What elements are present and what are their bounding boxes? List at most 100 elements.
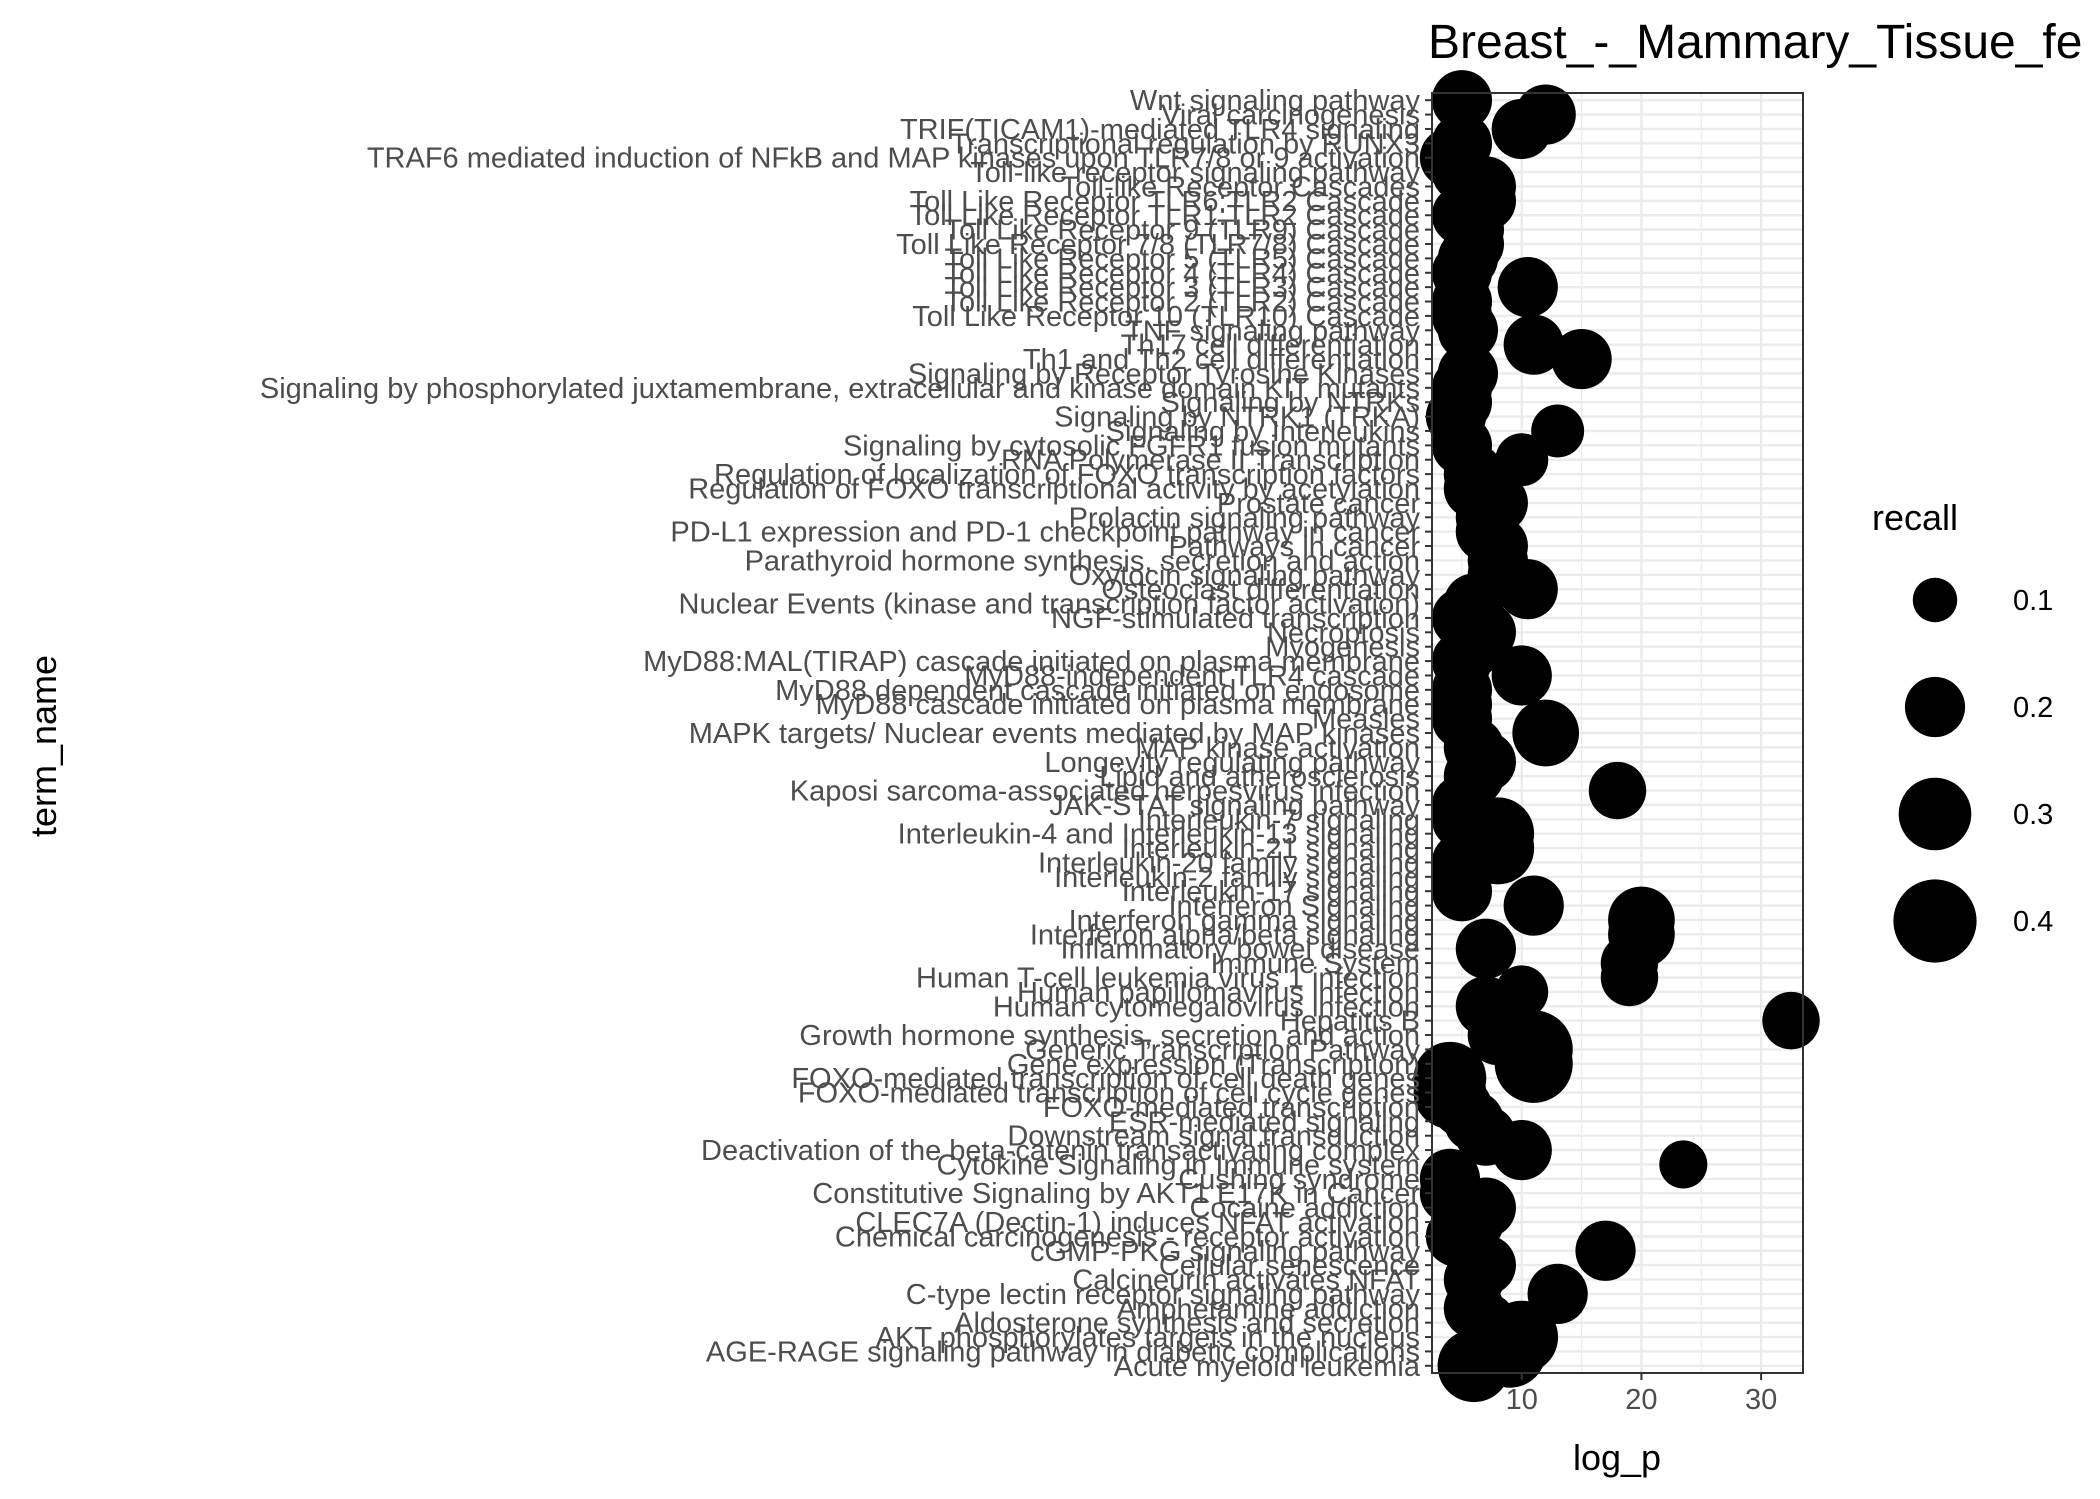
- y-tick-label: Toll-like Receptor Cascades: [1061, 171, 1420, 203]
- y-tick-label: Toll Like Receptor 9 (TLR9) Cascade: [945, 215, 1420, 247]
- y-tick-label: Generic Transcription Pathway: [1025, 1034, 1420, 1066]
- data-point: [1515, 84, 1576, 145]
- y-tick-label: Toll Like Receptor 4 (TLR4) Cascade: [945, 258, 1420, 290]
- y-tick-label: Interleukin-21 signaling: [1122, 833, 1420, 865]
- y-tick-label: FOXO-mediated transcription: [1043, 1092, 1420, 1124]
- y-tick-label: Regulation of localization of FOXO trans…: [714, 459, 1420, 491]
- y-tick-label: TRIF(TICAM1)-mediated TLR4 signaling: [900, 114, 1420, 146]
- data-point: [1762, 991, 1820, 1050]
- y-tick-label: NGF-stimulated transcription: [1051, 603, 1420, 635]
- y-tick-label: AKT phosphorylates targets in the nucleu…: [876, 1322, 1420, 1354]
- data-point: [1503, 875, 1564, 936]
- y-tick-label: JAK-STAT signaling pathway: [1049, 790, 1420, 822]
- y-tick-label: TRAF6 mediated induction of NFkB and MAP…: [367, 143, 1420, 175]
- y-tick-label: Interferon Signaling: [1169, 891, 1421, 923]
- y-tick-label: FOXO-mediated transcription of cell deat…: [791, 1063, 1420, 1095]
- y-tick-label: ESR-mediated signaling: [1109, 1106, 1420, 1138]
- data-point: [1455, 918, 1516, 979]
- y-tick-label: cGMP-PKG signaling pathway: [1030, 1236, 1421, 1268]
- y-tick-label: Parathyroid hormone synthesis, secretion…: [745, 545, 1420, 577]
- y-tick-label: MyD88 dependent cascade initiated on end…: [775, 675, 1420, 707]
- y-tick-label: Gene expression (Transcription): [1007, 1049, 1420, 1081]
- y-tick-label: Signaling by cytosolic FGFR1 fusion muta…: [843, 430, 1420, 462]
- data-point: [1512, 699, 1580, 767]
- y-tick-label: Signaling by Interleukins: [1106, 416, 1420, 448]
- legend-label: 0.1: [2013, 585, 2053, 617]
- y-tick-label: Wnt signaling pathway: [1130, 85, 1421, 117]
- legend-title: recall: [1872, 497, 1958, 538]
- y-tick-label: Pathways in cancer: [1169, 531, 1421, 563]
- data-point: [1491, 645, 1552, 706]
- y-tick-label: Nuclear Events (kinase and transcription…: [679, 589, 1420, 621]
- legend-label: 0.2: [2013, 692, 2053, 724]
- data-point: [1531, 404, 1585, 458]
- data-point: [1527, 1263, 1588, 1325]
- y-tick-label: Viral carcinogenesis: [1161, 100, 1420, 132]
- y-tick-label: Toll-like receptor signaling pathway: [970, 157, 1420, 189]
- y-tick-label: Inflammatory bowel disease: [1061, 934, 1420, 966]
- y-tick-label: Regulation of FOXO transcriptional activ…: [688, 474, 1420, 506]
- y-tick-label: Calcineurin activates NFAT: [1072, 1265, 1420, 1297]
- y-tick-label: Signaling by NTRKs: [1161, 387, 1421, 419]
- y-tick-label: Osteoclast differentiation: [1101, 574, 1420, 606]
- y-tick-label: Toll Like Receptor 5 (TLR5) Cascade: [945, 243, 1420, 275]
- data-point: [1495, 433, 1549, 487]
- y-tick-label: Growth hormone synthesis, secretion and …: [799, 1020, 1420, 1052]
- y-tick-label: Toll Like Receptor 3 (TLR3) Cascade: [945, 272, 1420, 304]
- y-tick-label: Interferon alpha/beta signaling: [1030, 919, 1420, 951]
- data-point: [1437, 343, 1499, 404]
- y-tick-label: Signaling by Receptor Tyrosine Kinases: [908, 358, 1420, 390]
- y-tick-label: FOXO-mediated transcription of cell cycl…: [798, 1078, 1420, 1110]
- y-tick-label: Human papillomavirus infection: [1017, 977, 1420, 1009]
- y-tick-label: Cushing syndrome: [1178, 1164, 1420, 1196]
- data-point: [1495, 965, 1549, 1019]
- y-tick-label: Toll Like Receptor 7/8 (TLR7/8) Cascade: [896, 229, 1420, 261]
- data-point: [1608, 886, 1675, 954]
- y-tick-label: Myogenesis: [1265, 632, 1420, 664]
- y-tick-label: Downstream signal transduction: [1007, 1121, 1420, 1153]
- y-tick-label: Toll Like Receptor TLR6:TLR2 Cascade: [910, 186, 1420, 218]
- y-tick-label: Interferon gamma signaling: [1069, 905, 1420, 937]
- y-tick-label: PD-L1 expression and PD-1 checkpoint pat…: [670, 517, 1420, 549]
- y-tick-label: Signaling by phosphorylated juxtamembran…: [260, 373, 1420, 405]
- y-tick-label: Aldosterone synthesis and secretion: [954, 1308, 1420, 1340]
- x-tick-label: 10: [1506, 1384, 1538, 1416]
- y-tick-label: Necroptosis: [1267, 617, 1420, 649]
- y-tick-label: Interleukin-2 family signaling: [1054, 862, 1420, 894]
- y-tick-label: Cellular senescence: [1159, 1250, 1420, 1282]
- legend-label: 0.3: [2013, 799, 2053, 831]
- y-tick-label: Chemical carcinogenesis - receptor activ…: [835, 1221, 1420, 1253]
- y-tick-label: MyD88-independent TLR4 cascade: [964, 660, 1420, 692]
- y-tick-label: Toll Like Receptor TLR1:TLR2 Cascade: [910, 200, 1420, 232]
- data-point: [1588, 761, 1647, 820]
- y-tick-label: Longevity regulating pathway: [1044, 747, 1420, 779]
- x-axis: 10 20 30: [1506, 1373, 1777, 1416]
- y-tick-label: Human cytomegalovirus infection: [993, 991, 1420, 1023]
- y-tick-label: Acute myeloid leukemia: [1114, 1351, 1421, 1383]
- y-tick-label: MyD88 cascade initiated on plasma membra…: [816, 689, 1420, 721]
- data-point: [1431, 70, 1493, 131]
- y-tick-label: Interleukin-20 family signaling: [1038, 847, 1420, 879]
- y-tick-label: Toll Like Receptor 2 (TLR2) Cascade: [945, 287, 1420, 319]
- legend-key: [1912, 577, 1958, 623]
- y-tick-label: Amphetamine addiction: [1117, 1293, 1420, 1325]
- y-tick-label: Th17 cell differentiation: [1121, 330, 1420, 362]
- y-tick-label: Deactivation of the beta-catenin transac…: [701, 1135, 1420, 1167]
- data-point: [1551, 328, 1612, 390]
- y-tick-label: MAP kinase activation: [1135, 732, 1420, 764]
- legend-items: 0.1 0.2 0.3 0.4: [1893, 577, 2053, 963]
- x-axis-title: log_p: [1573, 1437, 1661, 1478]
- y-tick-label: Measles: [1312, 704, 1420, 736]
- x-tick-label: 30: [1745, 1384, 1777, 1416]
- y-tick-label: Hepatitis B: [1280, 1006, 1420, 1038]
- y-tick-label: RNA Polymerase II Transcription: [1001, 445, 1420, 477]
- y-tick-label: MAPK targets/ Nuclear events mediated by…: [689, 718, 1420, 750]
- y-tick-label: Transcriptional regulation by RUNX3: [950, 128, 1420, 160]
- data-point: [1503, 314, 1564, 375]
- data-point: [1497, 257, 1558, 318]
- y-tick-label: Interleukin-7 signaling: [1138, 804, 1420, 836]
- chart-title: Breast_-_Mammary_Tissue_fe: [1428, 16, 2082, 69]
- y-tick-label: Kaposi sarcoma-associated herpesvirus in…: [790, 776, 1420, 808]
